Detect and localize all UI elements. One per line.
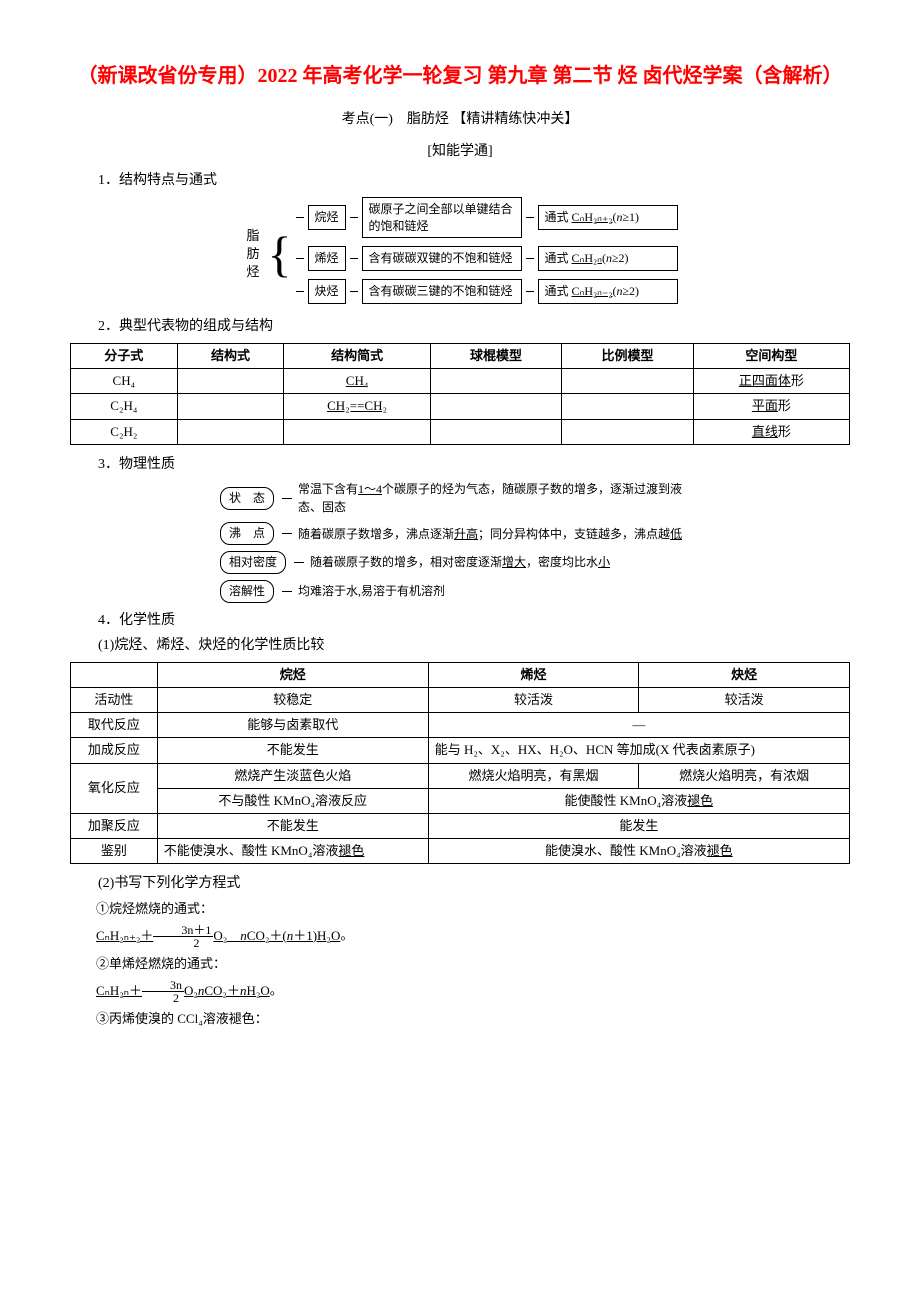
alkene-desc: 含有碳碳双键的不饱和链烃 <box>362 246 522 271</box>
structure-diagram: 脂肪烃 { 烷烃 碳原子之间全部以单键结合的饱和链烃 通式 CₙH₂ₙ₊₂(n≥… <box>70 197 850 312</box>
prop-solubility: 溶解性 均难溶于水,易溶于有机溶剂 <box>220 580 700 603</box>
table-row: 加成反应 不能发生 能与 H₂、X₂、HX、H₂O、HCN 等加成(X 代表卤素… <box>71 738 850 763</box>
table-row: CH₄ CH₄ 正四面体形 <box>71 369 850 394</box>
prop-bp: 沸 点 随着碳原子数增多，沸点逐渐升高；同分异构体中，支链越多，沸点越低 <box>220 522 700 545</box>
eq3-label: ③丙烯使溴的 CCl₄溶液褪色： <box>70 1010 850 1028</box>
section-1-heading: 1．结构特点与通式 <box>70 171 850 191</box>
physical-props-diagram: 状 态 常温下含有1～4个碳原子的烃为气态，随碳原子数的增多，逐渐过渡到液态、固… <box>220 480 700 602</box>
equation-1: CₙH₂ₙ₊₂＋3n＋12O₂ nCO₂＋(n＋1)H₂O。 <box>70 924 850 949</box>
table-row: 加聚反应 不能发生 能发生 <box>71 813 850 838</box>
table-header-row: 分子式 结构式 结构简式 球棍模型 比例模型 空间构型 <box>71 343 850 368</box>
prop-state: 状 态 常温下含有1～4个碳原子的烃为气态，随碳原子数的增多，逐渐过渡到液态、固… <box>220 480 700 516</box>
hydrocarbon-label: 脂肪烃 <box>242 197 263 312</box>
col-scale: 比例模型 <box>562 343 693 368</box>
section-3-heading: 3．物理性质 <box>70 455 850 475</box>
col-simple: 结构简式 <box>284 343 430 368</box>
alkane-formula: 通式 CₙH₂ₙ₊₂(n≥1) <box>538 205 678 230</box>
col-struct: 结构式 <box>177 343 284 368</box>
alkyne-desc: 含有碳碳三键的不饱和链烃 <box>362 279 522 304</box>
prop-state-desc: 常温下含有1～4个碳原子的烃为气态，随碳原子数的增多，逐渐过渡到液态、固态 <box>298 480 700 516</box>
table-row: 活动性 较稳定 较活泼 较活泼 <box>71 688 850 713</box>
document-title: （新课改省份专用）2022 年高考化学一轮复习 第九章 第二节 烃 卤代烃学案（… <box>70 60 850 92</box>
chemical-props-table: 烷烃 烯烃 炔烃 活动性 较稳定 较活泼 较活泼 取代反应 能够与卤素取代 — … <box>70 662 850 865</box>
alkene-row: 烯烃 含有碳碳双键的不饱和链烃 通式 CₙH₂ₙ(n≥2) <box>296 246 678 271</box>
alkyne-formula: 通式 CₙH₂ₙ₋₂(n≥2) <box>538 279 678 304</box>
alkene-formula: 通式 CₙH₂ₙ(n≥2) <box>538 246 678 271</box>
col-shape: 空间构型 <box>693 343 849 368</box>
table-row: C₂H₂ 直线形 <box>71 419 850 444</box>
subheading: [知能学通] <box>70 142 850 162</box>
section-4-2: (2)书写下列化学方程式 <box>70 874 850 894</box>
composition-table: 分子式 结构式 结构简式 球棍模型 比例模型 空间构型 CH₄ CH₄ 正四面体… <box>70 343 850 445</box>
col-ballstick: 球棍模型 <box>430 343 561 368</box>
alkane-row: 烷烃 碳原子之间全部以单键结合的饱和链烃 通式 CₙH₂ₙ₊₂(n≥1) <box>296 197 678 239</box>
table-row: 鉴别 不能使溴水、酸性 KMnO₄溶液褪色 能使溴水、酸性 KMnO₄溶液褪色 <box>71 839 850 864</box>
brace-icon: { <box>264 197 296 312</box>
table-row: 氧化反应 燃烧产生淡蓝色火焰 燃烧火焰明亮，有黑烟 燃烧火焰明亮，有浓烟 <box>71 763 850 788</box>
col-formula: 分子式 <box>71 343 178 368</box>
table-row: 取代反应 能够与卤素取代 — <box>71 713 850 738</box>
table-row: C₂H₄ CH₂==CH₂ 平面形 <box>71 394 850 419</box>
section-2-heading: 2．典型代表物的组成与结构 <box>70 317 850 337</box>
subtitle: 考点(一) 脂肪烃 【精讲精练快冲关】 <box>70 110 850 130</box>
section-4-1: (1)烷烃、烯烃、炔烃的化学性质比较 <box>70 636 850 656</box>
alkane-desc: 碳原子之间全部以单键结合的饱和链烃 <box>362 197 522 239</box>
alkane-name: 烷烃 <box>308 205 346 230</box>
prop-bp-desc: 随着碳原子数增多，沸点逐渐升高；同分异构体中，支链越多，沸点越低 <box>298 525 700 543</box>
eq1-label: ①烷烃燃烧的通式： <box>70 900 850 918</box>
equation-2: CₙH₂ₙ＋3n2O₂nCO₂＋nH₂O。 <box>70 979 850 1004</box>
section-4-heading: 4．化学性质 <box>70 611 850 631</box>
prop-density-desc: 随着碳原子数的增多，相对密度逐渐增大，密度均比水小 <box>310 553 700 571</box>
table-header-row: 烷烃 烯烃 炔烃 <box>71 662 850 687</box>
alkyne-name: 炔烃 <box>308 279 346 304</box>
alkene-name: 烯烃 <box>308 246 346 271</box>
alkyne-row: 炔烃 含有碳碳三键的不饱和链烃 通式 CₙH₂ₙ₋₂(n≥2) <box>296 279 678 304</box>
eq2-label: ②单烯烃燃烧的通式： <box>70 955 850 973</box>
prop-density: 相对密度 随着碳原子数的增多，相对密度逐渐增大，密度均比水小 <box>220 551 700 574</box>
prop-sol-desc: 均难溶于水,易溶于有机溶剂 <box>298 582 700 600</box>
table-row: 不与酸性 KMnO₄溶液反应 能使酸性 KMnO₄溶液褪色 <box>71 788 850 813</box>
